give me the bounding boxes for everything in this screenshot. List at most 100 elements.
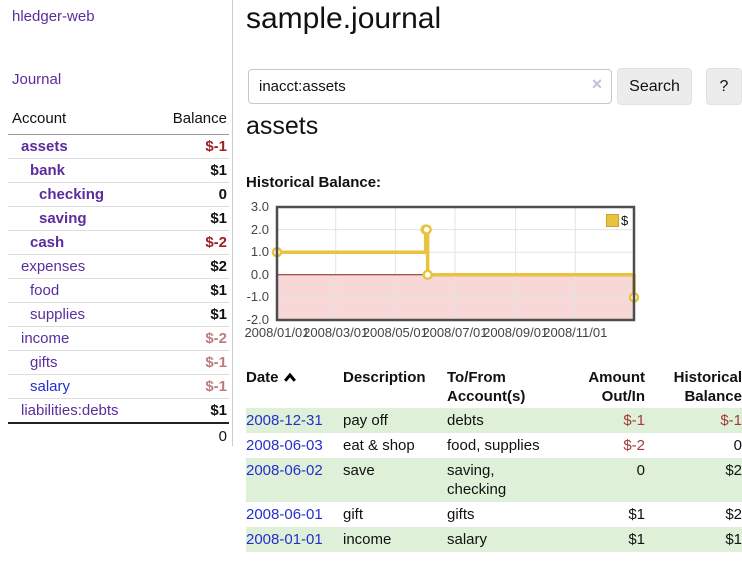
date-link[interactable]: 2008-01-01 <box>246 531 323 548</box>
table-row: 2008-06-03 eat & shop food, supplies $-2 0 <box>246 433 742 458</box>
search-input[interactable] <box>248 69 612 104</box>
account-balance: $-1 <box>151 374 229 399</box>
register-balance-cell: $2 <box>725 506 742 523</box>
sidebar-account-link[interactable]: checking <box>39 186 105 203</box>
register-accounts-cell: saving, checking <box>447 462 507 498</box>
register-description-cell: eat & shop <box>343 437 415 454</box>
account-row: expenses $2 <box>8 254 229 279</box>
sidebar-account-link[interactable]: saving <box>39 210 87 227</box>
accounts-total-row: 0 <box>8 422 229 449</box>
sidebar-account-link[interactable]: supplies <box>30 306 86 323</box>
account-row: supplies $1 <box>8 302 229 327</box>
table-row: 2008-06-01 gift gifts $1 $2 <box>246 502 742 527</box>
account-row: liabilities:debts $1 <box>8 398 229 423</box>
clear-search-icon[interactable]: × <box>591 74 603 94</box>
date-link[interactable]: 2008-06-01 <box>246 506 323 523</box>
register-amount-cell: 0 <box>636 462 645 479</box>
register-description-cell: income <box>343 531 392 548</box>
register-balance-cell: 0 <box>733 437 742 454</box>
historical-balance-label: Historical Balance: <box>246 174 382 191</box>
x-axis-tick: 2008/07/01 <box>422 325 488 340</box>
date-link[interactable]: 2008-06-02 <box>246 462 323 479</box>
register-header-amount: Amount Out/In <box>588 369 645 405</box>
account-balance: $2 <box>151 254 229 279</box>
register-date-cell: 2008-06-01 <box>246 502 343 527</box>
accounts-total-value: 0 <box>151 422 229 449</box>
register-amount-cell: $-2 <box>623 437 645 454</box>
account-row: saving $1 <box>8 206 229 231</box>
account-row: assets $-1 <box>8 135 229 159</box>
sidebar-account-link[interactable]: expenses <box>21 258 86 275</box>
y-axis-tick: 2.0 <box>250 221 269 237</box>
sort-ascending-icon <box>283 372 296 382</box>
sidebar-account-link[interactable]: liabilities:debts <box>21 402 119 419</box>
register-amount-cell: $-1 <box>623 412 645 429</box>
account-heading: assets <box>246 112 319 140</box>
y-axis-tick: 0.0 <box>250 266 269 282</box>
nav-journal-link[interactable]: Journal <box>12 71 62 88</box>
account-row: checking 0 <box>8 182 229 207</box>
page-title: sample.journal <box>246 2 442 35</box>
account-row: food $1 <box>8 278 229 303</box>
sidebar-account-link[interactable]: income <box>21 330 70 347</box>
x-axis-tick: 2008/09/01 <box>483 325 549 340</box>
register-accounts-cell: gifts <box>447 506 475 523</box>
x-axis-tick: 2008/11/01 <box>543 325 608 340</box>
sidebar-account-link[interactable]: bank <box>30 162 66 179</box>
register-amount-cell: $1 <box>628 506 645 523</box>
legend-label: $ <box>621 213 629 228</box>
account-balance: $1 <box>151 398 229 423</box>
sidebar-account-link[interactable]: assets <box>21 138 68 155</box>
sidebar-account-link[interactable]: food <box>30 282 60 299</box>
register-date-cell: 2008-12-31 <box>246 408 343 433</box>
x-axis-tick: 2008/01/01 <box>244 325 310 340</box>
register-table: Date Description To/From Account(s) Amou… <box>246 363 742 552</box>
date-link[interactable]: 2008-12-31 <box>246 412 323 429</box>
sidebar-account-link[interactable]: gifts <box>30 354 58 371</box>
brand-link[interactable]: hledger-web <box>12 8 95 25</box>
y-axis-tick: -1.0 <box>246 289 269 305</box>
sidebar-account-link[interactable]: salary <box>30 378 71 395</box>
register-balance-cell: $1 <box>725 531 742 548</box>
account-balance: 0 <box>151 182 229 207</box>
register-description-cell: gift <box>343 506 364 523</box>
legend-swatch-icon <box>606 214 619 227</box>
account-balance: $1 <box>151 302 229 327</box>
account-balance: $1 <box>151 206 229 231</box>
x-axis-tick: 2008/05/01 <box>362 325 428 340</box>
sidebar-account-link[interactable]: cash <box>30 234 65 251</box>
table-row: 2008-06-02 save saving, checking 0 $2 <box>246 458 742 502</box>
y-axis-tick: 3.0 <box>250 199 269 214</box>
account-row: income $-2 <box>8 326 229 351</box>
account-balance: $-2 <box>151 230 229 255</box>
date-link[interactable]: 2008-06-03 <box>246 437 323 454</box>
accounts-table: Account Balance assets $-1 bank $1 checking 0… <box>8 106 229 449</box>
register-header-date[interactable]: Date <box>246 363 343 408</box>
account-balance: $1 <box>151 278 229 303</box>
account-balance: $-1 <box>205 138 227 155</box>
register-description-cell: pay off <box>343 412 388 429</box>
account-row: cash $-2 <box>8 230 229 255</box>
register-accounts-cell: food, supplies <box>447 437 540 454</box>
accounts-header-account: Account <box>8 106 152 135</box>
sidebar: hledger-web Journal Account Balance asse… <box>0 0 233 449</box>
account-balance: $1 <box>151 158 229 183</box>
account-row: bank $1 <box>8 158 229 183</box>
y-axis-tick: -2.0 <box>246 312 269 327</box>
register-header-balance: Historical Balance <box>673 369 742 405</box>
register-balance-cell: $-1 <box>720 412 742 429</box>
help-button[interactable]: ? <box>706 68 742 105</box>
register-amount-cell: $1 <box>628 531 645 548</box>
y-axis-tick: 1.0 <box>250 244 269 260</box>
register-header-accounts: To/From Account(s) <box>447 369 526 405</box>
account-row: gifts $-1 <box>8 350 229 375</box>
register-description-cell: save <box>343 462 375 479</box>
account-balance: $-2 <box>151 326 229 351</box>
account-row: salary $-1 <box>8 374 229 399</box>
search-button[interactable]: Search <box>617 68 692 105</box>
chart-legend: $ <box>604 212 631 229</box>
register-accounts-cell: debts <box>447 412 484 429</box>
register-balance-cell: $2 <box>725 462 742 479</box>
table-row: 2008-12-31 pay off debts $-1 $-1 <box>246 408 742 433</box>
